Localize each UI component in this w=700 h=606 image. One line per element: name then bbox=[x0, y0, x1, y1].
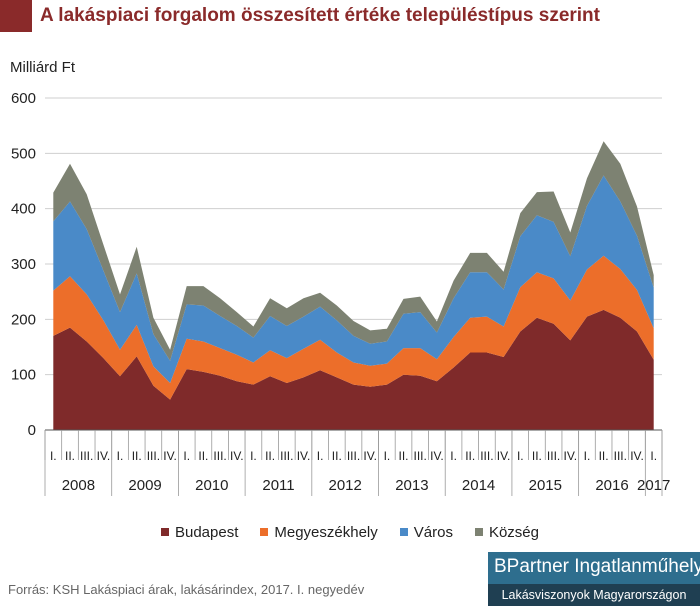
year-label: 2009 bbox=[128, 477, 161, 494]
legend: Budapest Megyeszékhely Város Község bbox=[0, 518, 700, 546]
legend-label: Község bbox=[488, 523, 539, 541]
legend-item: Város bbox=[399, 523, 453, 541]
quarter-label: IV. bbox=[630, 449, 644, 463]
quarter-label: I. bbox=[517, 449, 524, 463]
brand-subtitle: Lakásviszonyok Magyarországon bbox=[488, 584, 700, 606]
quarter-label: III. bbox=[547, 449, 560, 463]
quarter-label: III. bbox=[347, 449, 360, 463]
legend-label: Város bbox=[413, 523, 453, 541]
quarter-label: IV. bbox=[97, 449, 111, 463]
quarter-label: III. bbox=[614, 449, 627, 463]
legend-item: Község bbox=[474, 523, 539, 541]
legend-item: Budapest bbox=[160, 523, 239, 541]
y-tick-label: 200 bbox=[11, 311, 36, 328]
source-note: Forrás: KSH Lakáspiaci árak, lakásárinde… bbox=[8, 582, 365, 597]
quarter-label: II. bbox=[65, 449, 75, 463]
year-label: 2015 bbox=[529, 477, 562, 494]
quarter-label: III. bbox=[480, 449, 493, 463]
quarter-label: I. bbox=[117, 449, 124, 463]
title-marker bbox=[0, 0, 32, 32]
area-budapest bbox=[53, 309, 654, 430]
legend-label: Megyeszékhely bbox=[274, 523, 378, 541]
y-axis-unit-label: Milliárd Ft bbox=[10, 59, 76, 76]
year-label: 2016 bbox=[595, 477, 628, 494]
quarter-label: I. bbox=[183, 449, 190, 463]
quarter-label: II. bbox=[599, 449, 609, 463]
year-label: 2008 bbox=[62, 477, 95, 494]
quarter-label: II. bbox=[332, 449, 342, 463]
quarter-label: II. bbox=[398, 449, 408, 463]
brand-logo: BPartner Ingatlanműhely Lakásviszonyok M… bbox=[488, 552, 700, 606]
quarter-label: I. bbox=[650, 449, 657, 463]
year-label: 2014 bbox=[462, 477, 495, 494]
legend-swatch bbox=[260, 528, 269, 536]
year-label: 2017 bbox=[637, 477, 670, 494]
quarter-label: IV. bbox=[163, 449, 177, 463]
brand-name: BPartner Ingatlanműhely bbox=[494, 556, 700, 577]
quarter-label: I. bbox=[384, 449, 391, 463]
y-tick-label: 600 bbox=[11, 90, 36, 107]
quarter-label: II. bbox=[465, 449, 475, 463]
quarter-label: I. bbox=[250, 449, 257, 463]
area-varos bbox=[53, 175, 654, 383]
quarter-label: II. bbox=[198, 449, 208, 463]
y-tick-label: 0 bbox=[28, 422, 36, 439]
year-label: 2011 bbox=[262, 477, 294, 494]
year-label: 2010 bbox=[195, 477, 228, 494]
y-tick-label: 500 bbox=[11, 145, 36, 162]
area-series bbox=[53, 141, 654, 430]
y-tick-label: 400 bbox=[11, 201, 36, 218]
chart-title: A lakáspiaci forgalom összesített értéke… bbox=[40, 5, 600, 26]
quarter-label: III. bbox=[414, 449, 427, 463]
legend-swatch bbox=[474, 528, 483, 536]
quarter-label: IV. bbox=[564, 449, 578, 463]
quarter-label: I. bbox=[317, 449, 324, 463]
legend-swatch bbox=[399, 528, 408, 536]
legend-label: Budapest bbox=[174, 523, 239, 541]
quarter-label: I. bbox=[50, 449, 57, 463]
quarter-label: IV. bbox=[497, 449, 511, 463]
y-tick-label: 300 bbox=[11, 256, 36, 273]
quarter-label: II. bbox=[132, 449, 142, 463]
quarter-label: IV. bbox=[230, 449, 244, 463]
area-megyeszekhely bbox=[53, 255, 654, 400]
quarter-label: IV. bbox=[363, 449, 377, 463]
quarter-label: II. bbox=[265, 449, 275, 463]
year-label: 2013 bbox=[395, 477, 428, 494]
quarter-label: III. bbox=[80, 449, 93, 463]
quarter-label: II. bbox=[532, 449, 542, 463]
quarter-label: IV. bbox=[297, 449, 311, 463]
legend-swatch bbox=[160, 528, 169, 536]
quarter-label: I. bbox=[450, 449, 457, 463]
quarter-label: III. bbox=[280, 449, 293, 463]
quarter-label: IV. bbox=[430, 449, 444, 463]
quarter-label: I. bbox=[584, 449, 591, 463]
year-label: 2012 bbox=[329, 477, 362, 494]
quarter-label: III. bbox=[147, 449, 160, 463]
legend-item: Megyeszékhely bbox=[260, 523, 378, 541]
y-tick-label: 100 bbox=[11, 367, 36, 384]
quarter-label: III. bbox=[213, 449, 226, 463]
